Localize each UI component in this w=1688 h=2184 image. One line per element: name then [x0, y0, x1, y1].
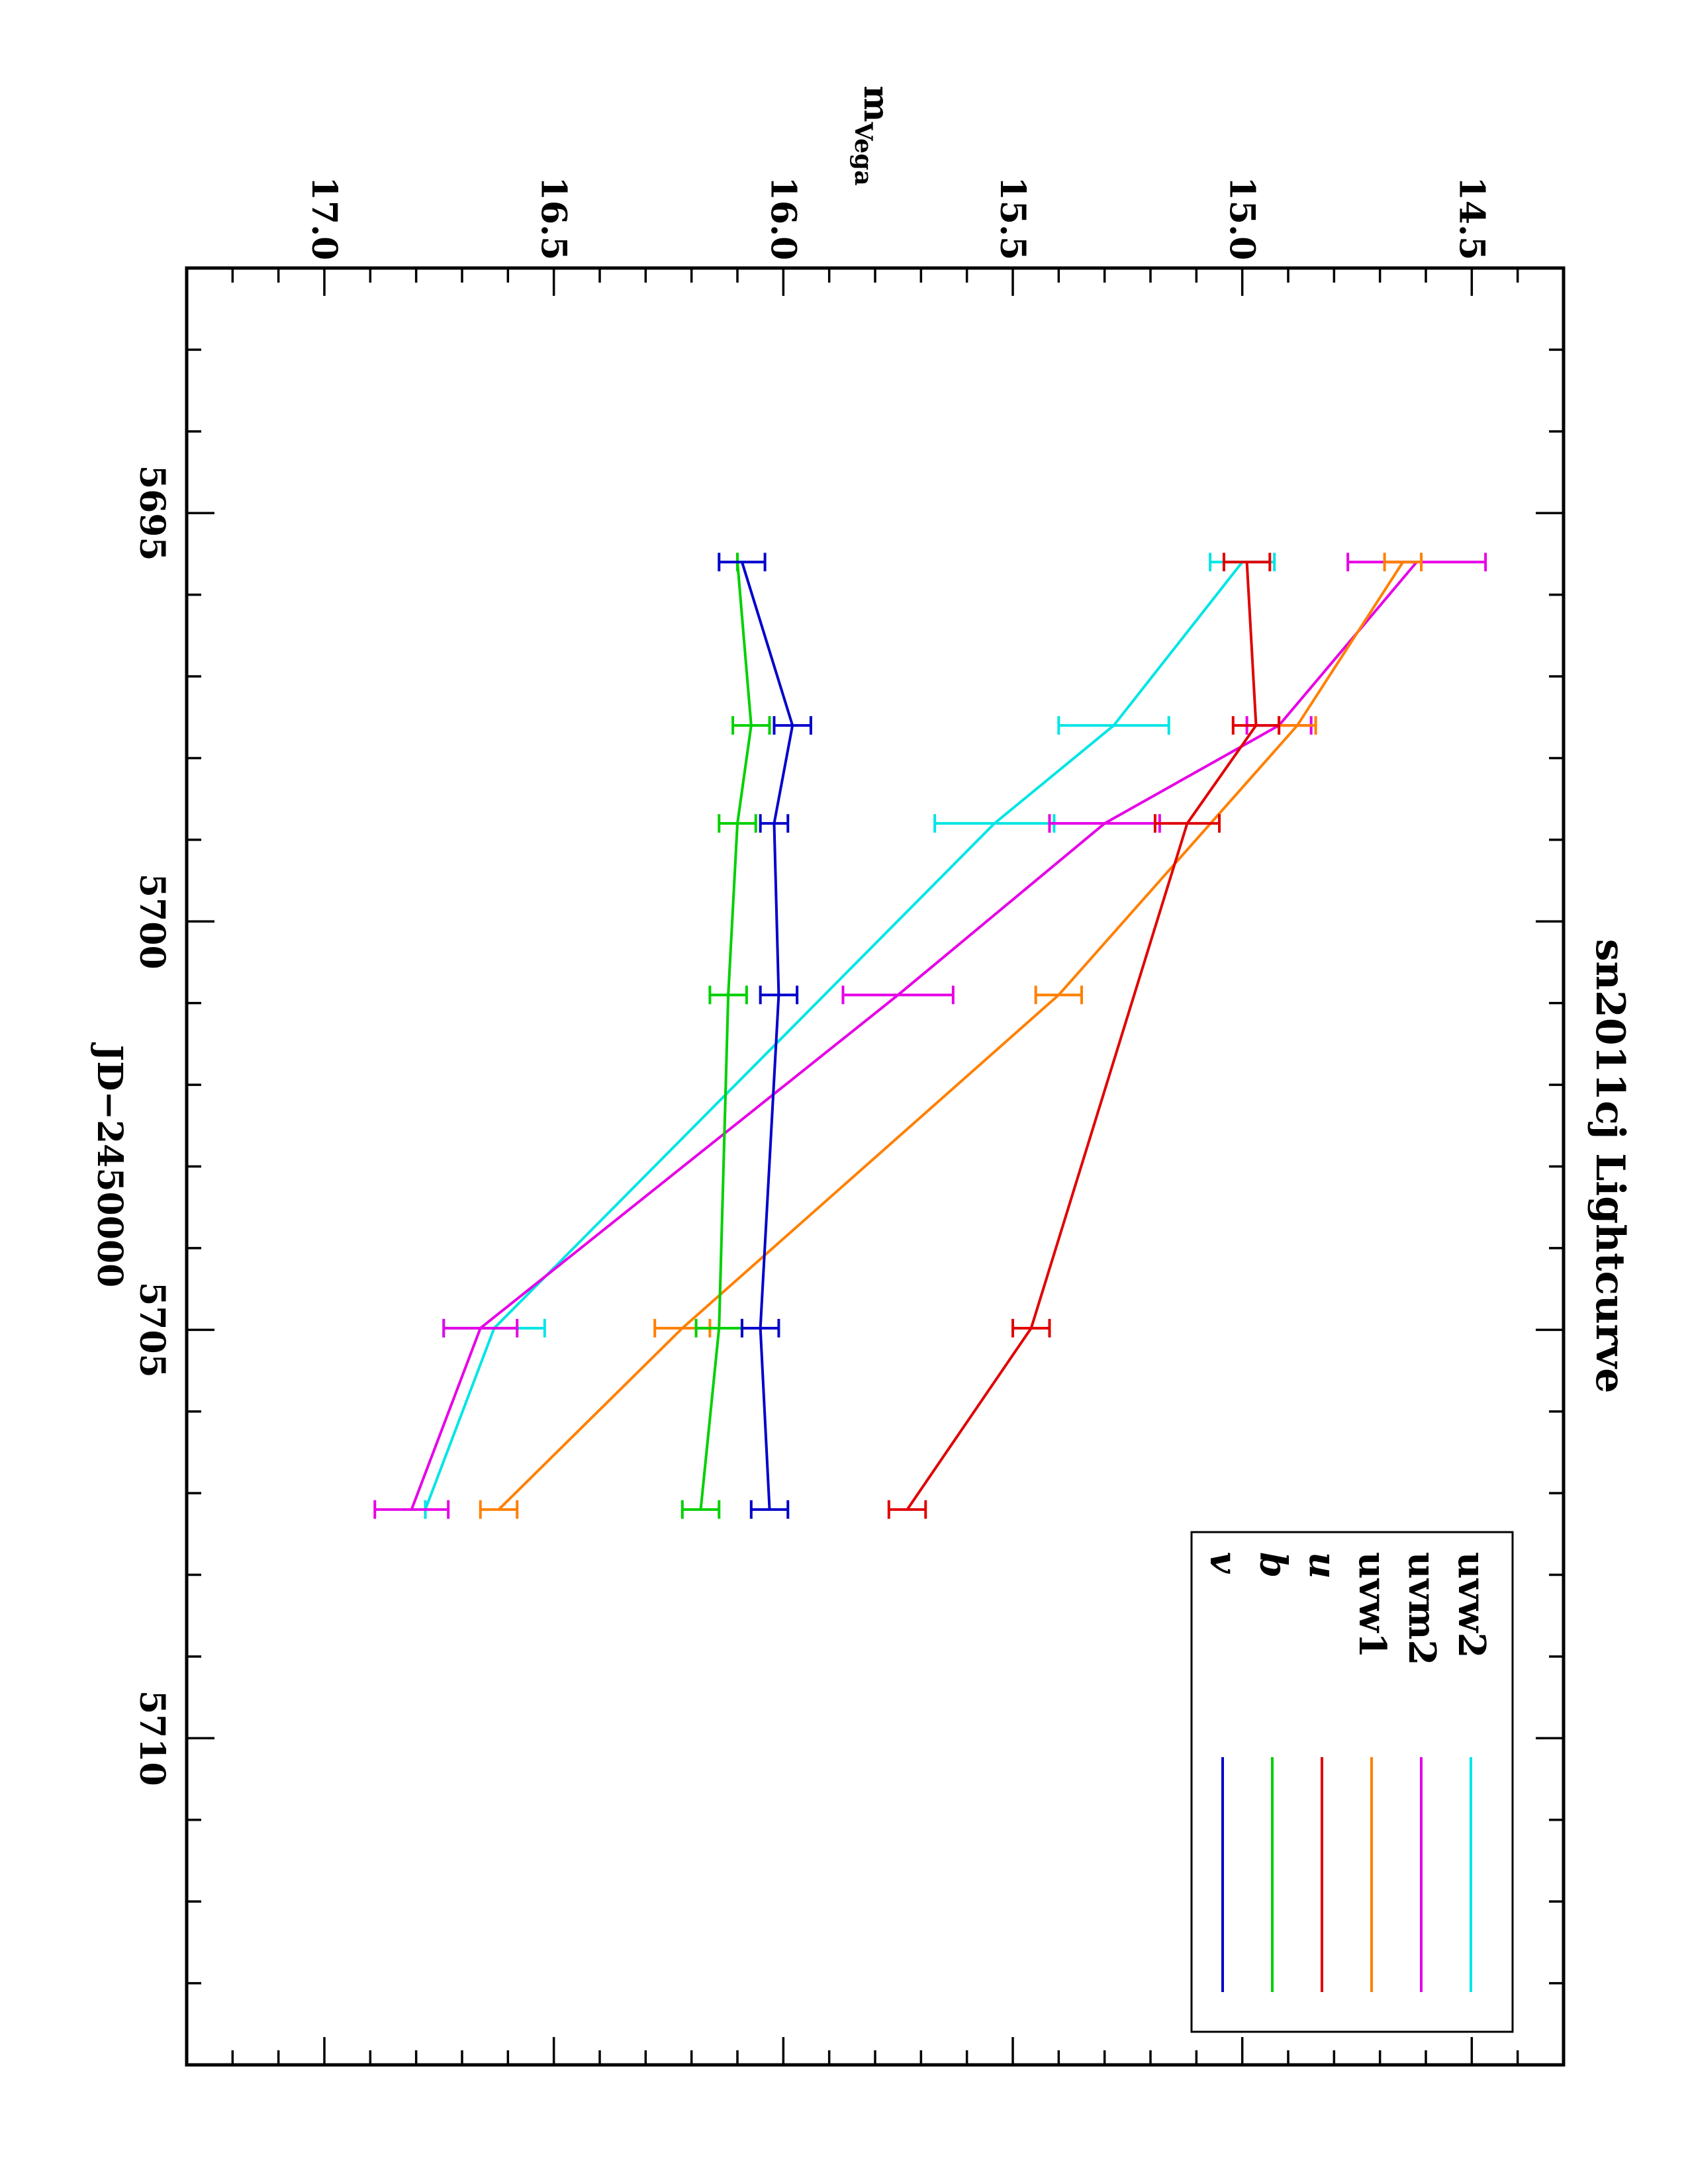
series-uvw1 — [479, 553, 1423, 1519]
data-point — [1401, 561, 1405, 564]
data-point — [1245, 561, 1248, 564]
y-tick-label: 14.5 — [1451, 177, 1491, 261]
series-line-uvm2 — [410, 561, 1418, 1510]
data-point — [768, 1508, 771, 1511]
data-point — [680, 1326, 684, 1330]
legend-label-v: v — [1201, 1552, 1245, 1574]
series-v — [718, 553, 812, 1519]
series-b — [680, 553, 771, 1519]
y-tick-label: 15.0 — [1222, 177, 1262, 261]
data-point — [1029, 1326, 1033, 1330]
data-point — [718, 1326, 721, 1330]
y-axis-title-sub: Vega — [849, 122, 877, 186]
series-uvm2 — [373, 553, 1487, 1519]
data-point — [479, 1326, 482, 1330]
y-tick-label: 15.5 — [992, 177, 1033, 261]
x-axis-title: JD−2450000 — [89, 1042, 130, 1288]
chart-title: sn2011cj Lightcurve — [1587, 939, 1633, 1394]
data-point — [1186, 822, 1189, 825]
y-axis-title-main: m — [856, 85, 896, 122]
data-point — [759, 1326, 762, 1330]
legend-label-b: b — [1251, 1552, 1295, 1578]
series-uvw2 — [424, 553, 1276, 1519]
data-point — [699, 1508, 702, 1511]
data-point — [1112, 724, 1115, 727]
data-point — [736, 822, 739, 825]
data-point — [777, 993, 780, 997]
x-tick-label: 5695 — [132, 465, 172, 561]
y-tick-label: 16.0 — [763, 177, 803, 261]
legend-label-uvw2: uvw2 — [1450, 1552, 1493, 1658]
series-line-uvw1 — [498, 561, 1405, 1511]
series-line-v — [741, 561, 794, 1510]
data-point — [727, 993, 730, 997]
data-point — [791, 724, 794, 727]
data-point — [1103, 822, 1106, 825]
y-axis-ticks: 17.0 16.5 16.0 15.5 15.0 14.5 — [185, 177, 1565, 2065]
legend-box — [1190, 1531, 1514, 2033]
legend-label-uvw1: uvw1 — [1350, 1552, 1394, 1658]
data-point — [906, 1508, 909, 1511]
x-tick-label: 5710 — [132, 1690, 172, 1786]
data-point — [410, 1508, 413, 1511]
data-point — [740, 561, 743, 564]
legend-label-uvm2: uvm2 — [1400, 1552, 1444, 1665]
data-point — [773, 822, 776, 825]
y-tick-label: 16.5 — [534, 177, 574, 261]
data-point — [896, 993, 900, 997]
data-point — [1254, 724, 1258, 727]
data-point — [993, 822, 996, 825]
y-axis-title: mVega — [849, 85, 896, 185]
x-tick-label: 5705 — [132, 1282, 172, 1378]
series-line-b — [699, 562, 753, 1510]
svg-text:mVega: mVega — [849, 85, 896, 185]
data-point — [497, 1508, 500, 1511]
series-u — [887, 553, 1281, 1519]
data-point — [1057, 993, 1060, 997]
data-point — [1295, 724, 1299, 727]
series-line-uvw2 — [424, 561, 1244, 1510]
y-tick-label: 17.0 — [304, 177, 344, 261]
x-tick-label: 5700 — [132, 874, 172, 970]
series-line-u — [906, 562, 1258, 1510]
series-layer — [373, 553, 1487, 1519]
data-point — [749, 724, 753, 727]
x-axis-ticks: 5695 5700 5705 5710 — [132, 267, 1564, 2066]
legend-label-u: u — [1301, 1552, 1344, 1579]
